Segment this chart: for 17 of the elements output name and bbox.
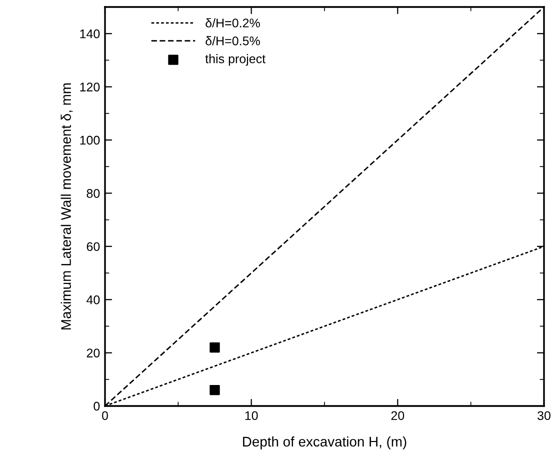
y-tick-label: 0 xyxy=(94,402,100,411)
y-tick-label: 60 xyxy=(86,242,100,252)
y-tick-label: 120 xyxy=(80,82,100,92)
x-tick-label: 0 xyxy=(102,411,108,420)
y-tick-label: 40 xyxy=(86,295,100,304)
y-tick-label: 100 xyxy=(80,136,100,145)
legend-label: δ/H=0.2% xyxy=(206,18,260,28)
legend-label: this project xyxy=(205,54,266,66)
legend-label: δ/H=0.5% xyxy=(206,36,260,46)
y-tick-label: 80 xyxy=(86,189,100,198)
x-tick-label: 30 xyxy=(538,411,550,420)
y-tick-label: 20 xyxy=(86,348,100,358)
y-tick-label: 140 xyxy=(80,29,100,38)
x-tick-label: 10 xyxy=(245,411,258,420)
x-axis-title: Depth of excavation H, (m) xyxy=(243,436,406,450)
x-tick-label: 20 xyxy=(391,411,404,420)
y-axis-title: Maximum Lateral Wall movement δ, mm xyxy=(60,83,73,330)
